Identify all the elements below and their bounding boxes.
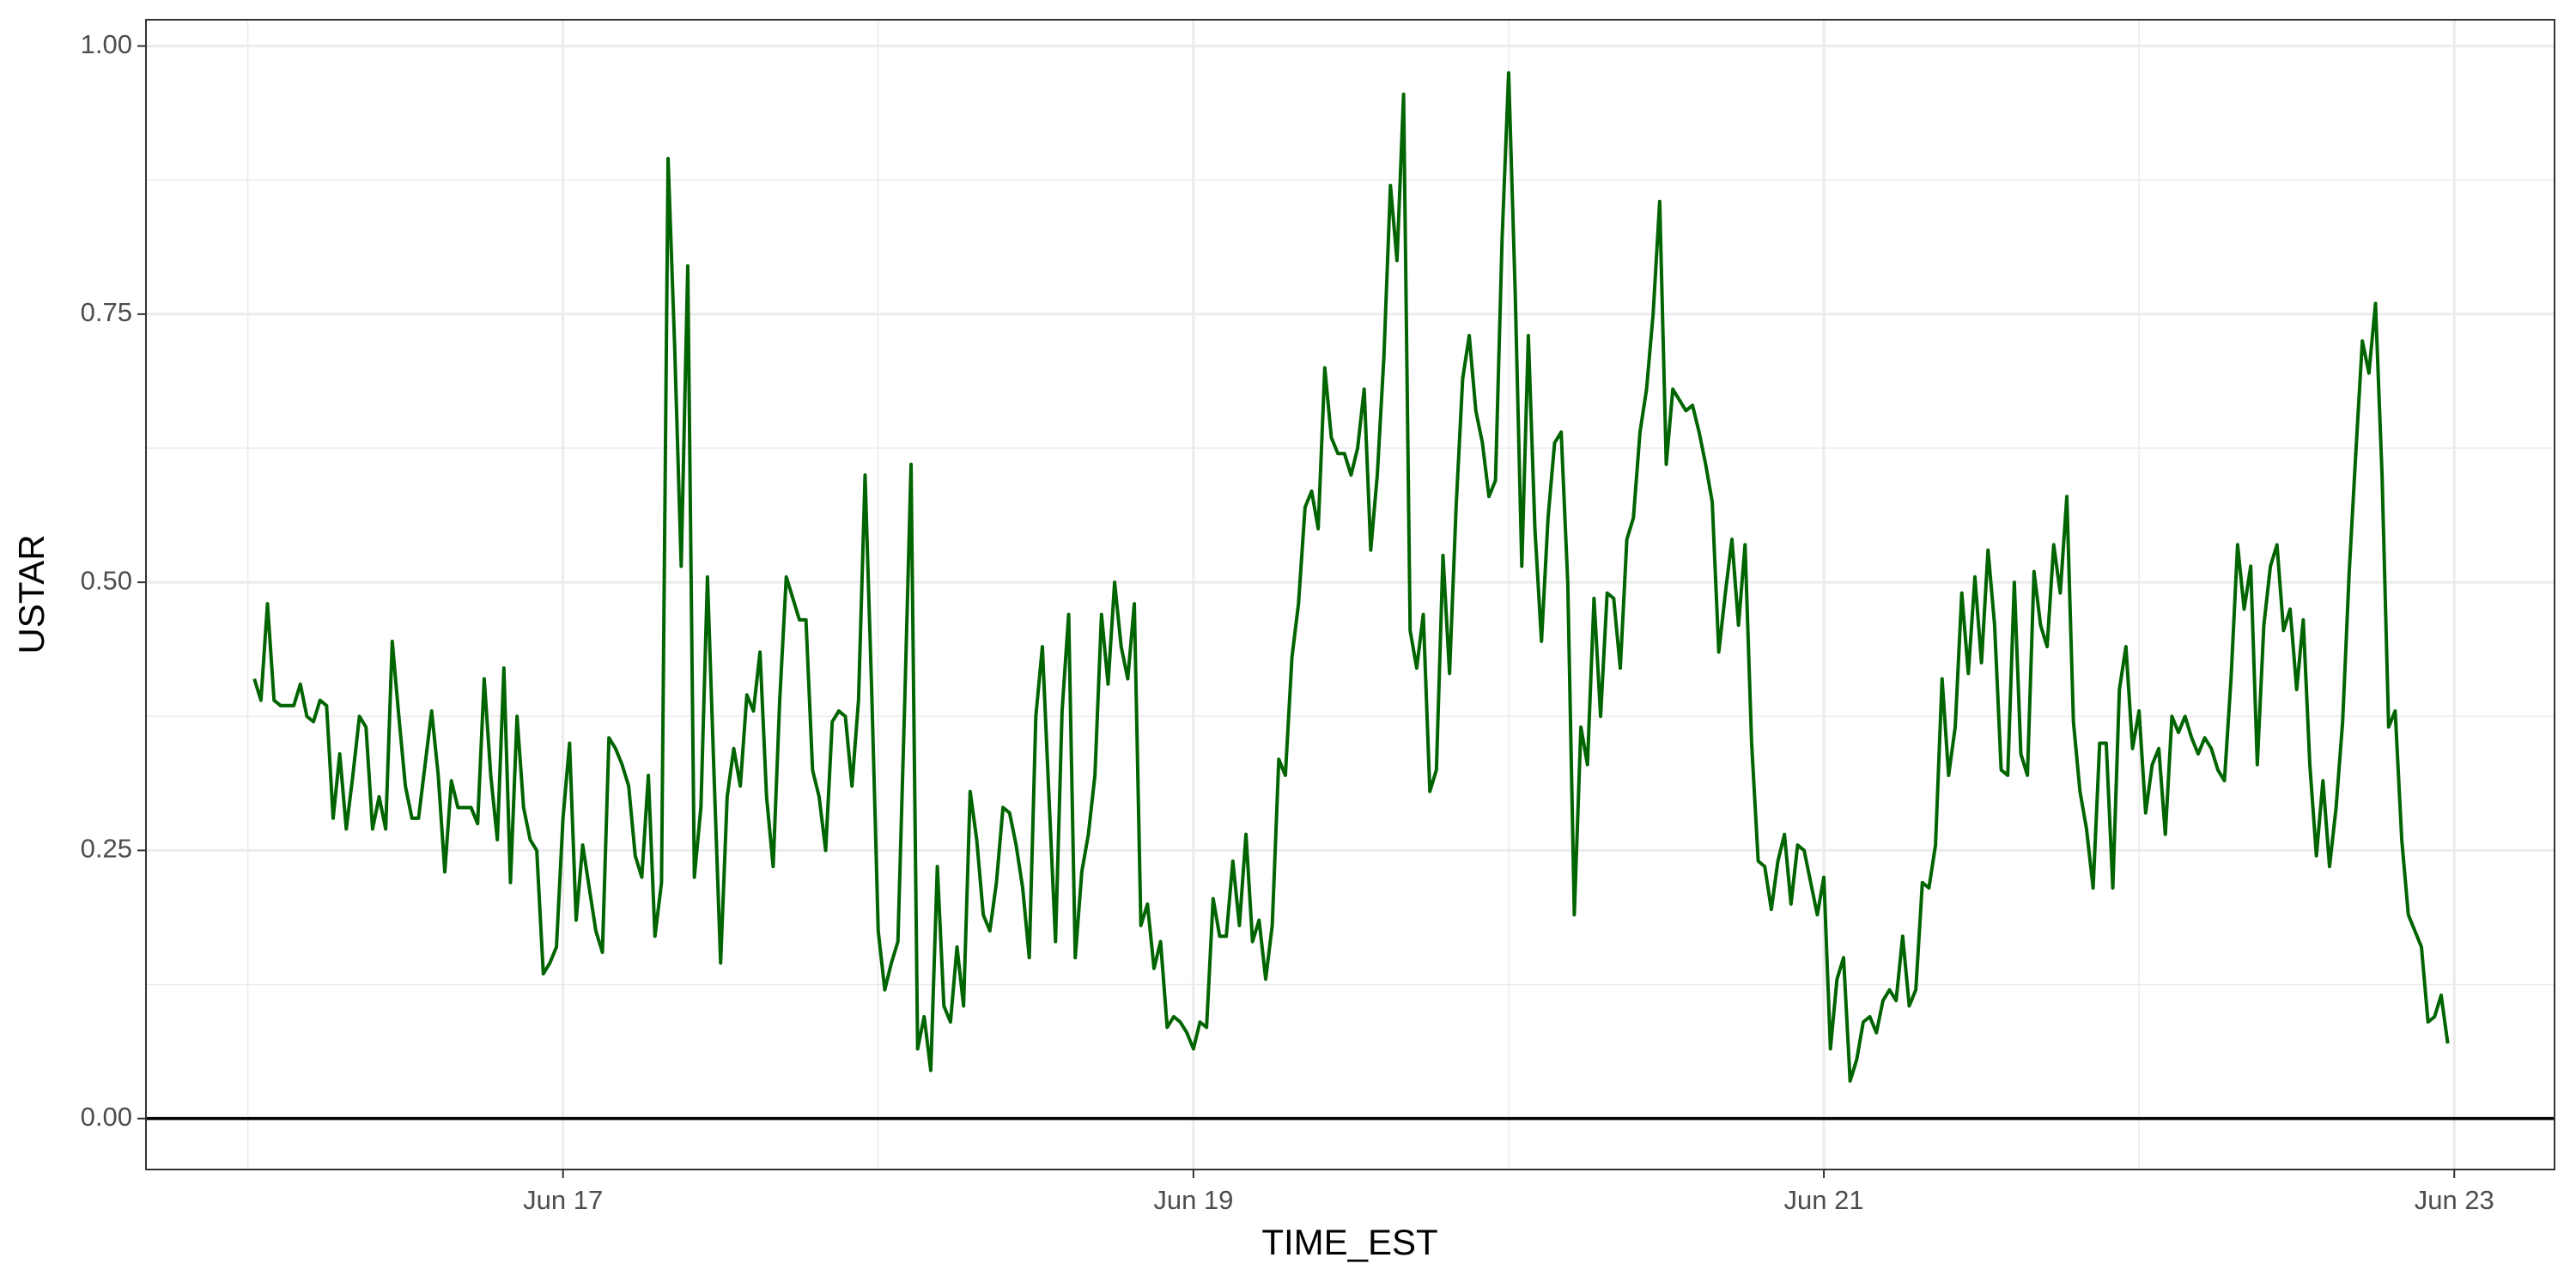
x-tick-label: Jun 17	[523, 1185, 603, 1215]
y-tick-label: 1.00	[81, 29, 132, 59]
y-tick-label: 0.75	[81, 297, 132, 327]
x-tick-label: Jun 19	[1153, 1185, 1233, 1215]
y-tick-label: 0.25	[81, 834, 132, 864]
x-axis-title: TIME_EST	[1261, 1222, 1437, 1262]
y-tick-label: 0.50	[81, 565, 132, 595]
x-tick-label: Jun 23	[2415, 1185, 2494, 1215]
y-tick-label: 0.00	[81, 1102, 132, 1132]
panel-border	[145, 19, 2555, 1170]
y-axis-title: USTAR	[11, 534, 52, 653]
x-tick-label: Jun 21	[1784, 1185, 1864, 1215]
data-line	[252, 70, 2450, 1083]
